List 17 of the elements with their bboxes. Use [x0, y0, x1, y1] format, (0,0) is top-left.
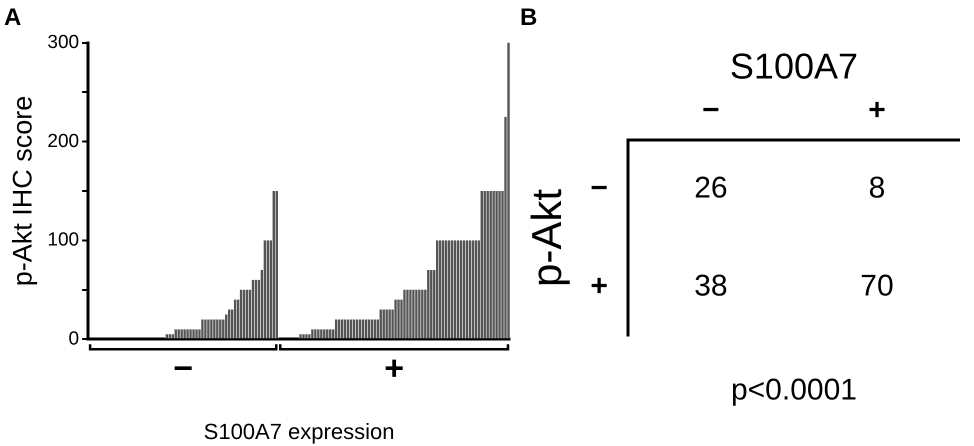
chart-title: A: [4, 4, 22, 32]
text: p<0.0001: [730, 373, 857, 406]
y-axis-title: p-Akt IHC score: [8, 96, 38, 286]
data-label: 38: [694, 269, 728, 302]
y-tick-label: 300: [47, 32, 80, 54]
y-tick-label: 100: [47, 230, 80, 251]
data-label: 8: [868, 171, 886, 204]
y-axis-title: p-Akt: [522, 188, 570, 288]
y-tick-label: 0: [68, 328, 80, 350]
series-label: +: [384, 350, 404, 388]
y-tick-label: 200: [47, 130, 80, 152]
x-axis-title: S100A7 expression: [204, 418, 394, 444]
data-label: 26: [694, 171, 728, 204]
x-axis-title: S100A7: [730, 45, 858, 86]
chart-title: B: [520, 4, 538, 32]
data-label: 70: [860, 269, 894, 302]
series-label: −: [173, 350, 194, 388]
